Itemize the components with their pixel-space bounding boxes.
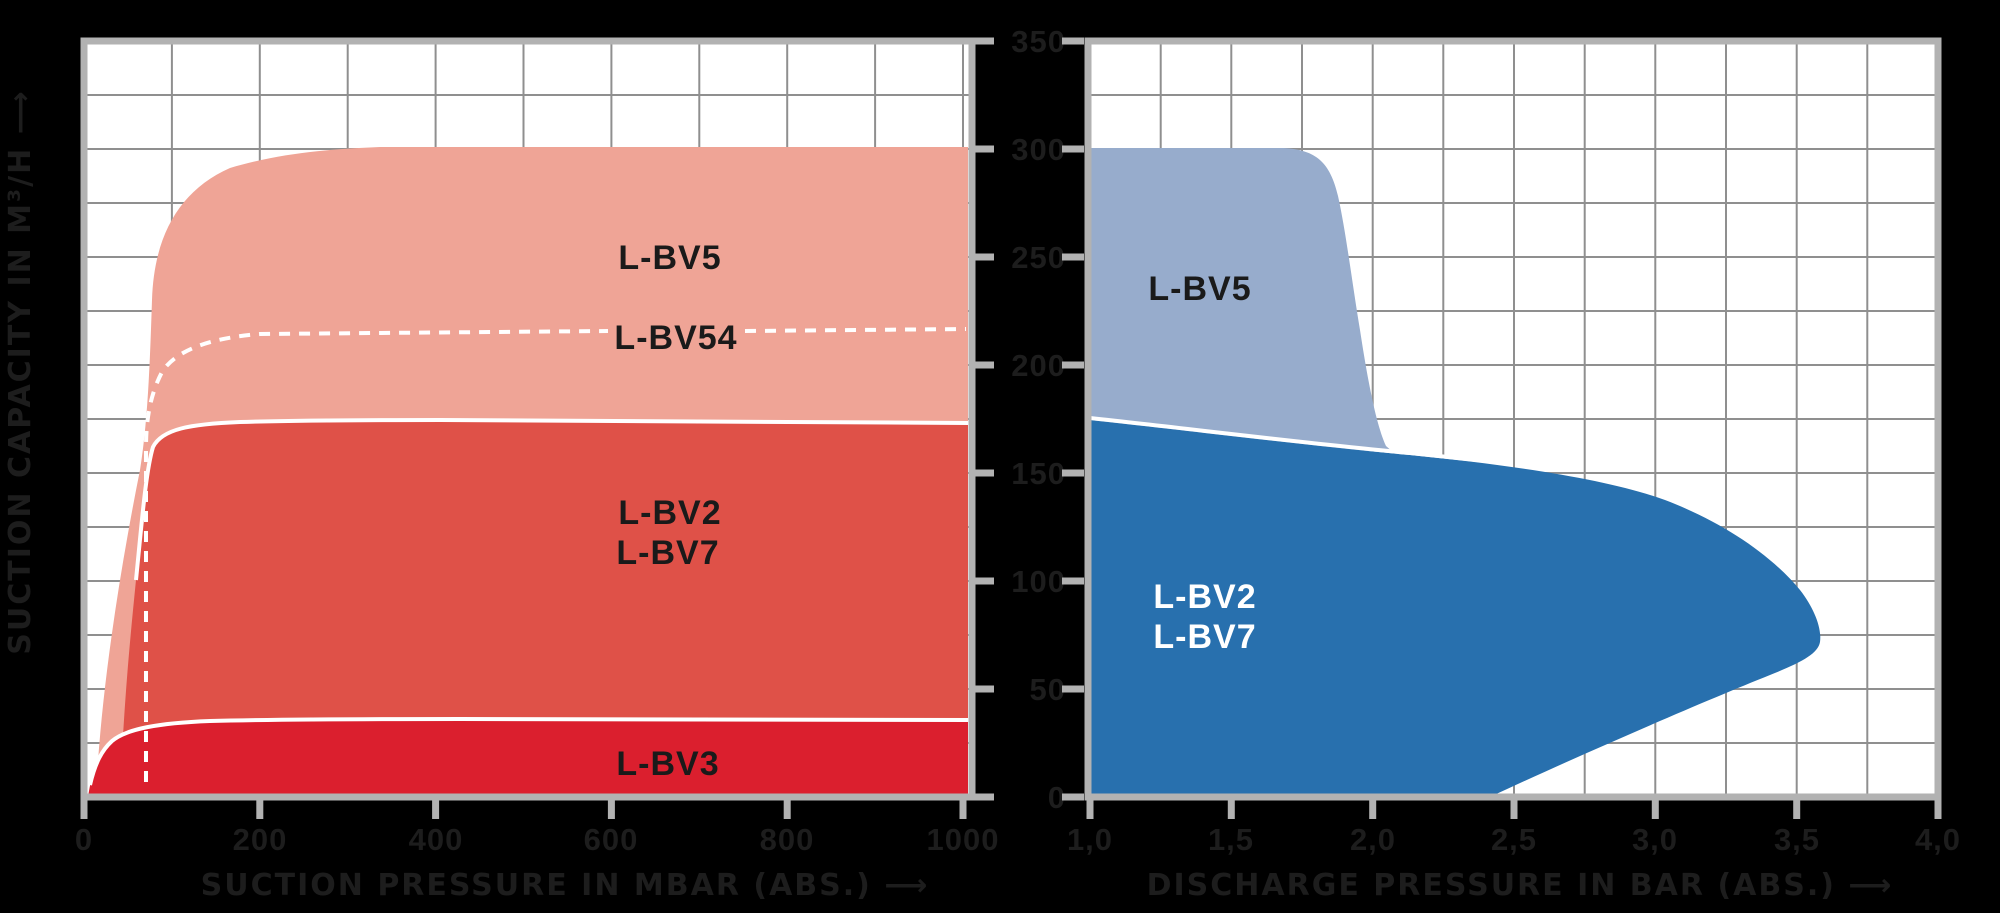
left-x-tick-labels: 0 200 400 600 800 1000 — [75, 822, 1000, 857]
left-x-ticks — [80, 797, 967, 819]
boundary-line-blue — [1089, 416, 1497, 464]
y-tick-label: 350 — [1011, 24, 1066, 59]
y-tick-labels: 350 300 250 200 150 100 50 0 — [1011, 24, 1066, 815]
left-plot-frame — [80, 37, 976, 801]
right-chart-y-ticks — [1062, 37, 1084, 801]
y-tick-label: 50 — [1030, 672, 1066, 707]
area-lbv2-lbv7-compressor — [1090, 420, 1821, 797]
label-lbv5-compressor: L-BV5 — [1148, 270, 1251, 308]
x-tick-label: 1,5 — [1208, 822, 1254, 857]
right-x-tick-labels: 1,0 1,5 2,0 2,5 3,0 3,5 4,0 — [1067, 822, 1961, 857]
y-tick-label: 300 — [1011, 132, 1066, 167]
left-x-axis-title: SUCTION PRESSURE IN MBAR (ABS.) ⟶ — [201, 868, 930, 903]
x-tick-label: 3,0 — [1632, 822, 1678, 857]
x-tick-label: 0 — [75, 822, 93, 857]
right-x-ticks — [1086, 797, 1942, 819]
x-tick-label: 1000 — [927, 822, 1000, 857]
x-tick-label: 2,5 — [1491, 822, 1537, 857]
label-lbv7-vacuum: L-BV7 — [616, 534, 719, 572]
x-tick-label: 3,5 — [1774, 822, 1820, 857]
left-chart: 0 200 400 600 800 1000 L-BV5 L-BV54 L-BV… — [75, 37, 1000, 903]
label-lbv5-vacuum: L-BV5 — [618, 239, 721, 277]
left-chart-y-ticks — [972, 37, 994, 801]
label-lbv2-vacuum: L-BV2 — [618, 494, 721, 532]
y-tick-label: 150 — [1011, 456, 1066, 491]
y-axis-title: SUCTION CAPACITY IN M³/H ⟶ — [3, 89, 38, 654]
label-lbv7-compressor: L-BV7 — [1153, 618, 1256, 656]
label-lbv2-compressor: L-BV2 — [1153, 578, 1256, 616]
x-tick-label: 200 — [233, 822, 288, 857]
boundary-line-lbv3-top — [88, 716, 969, 786]
area-lbv3-vacuum — [88, 719, 968, 797]
x-tick-label: 4,0 — [1915, 822, 1961, 857]
y-tick-label: 0 — [1048, 780, 1066, 815]
y-tick-label: 100 — [1011, 564, 1066, 599]
x-tick-label: 600 — [584, 822, 639, 857]
area-lbv5-compressor — [1090, 148, 1394, 453]
label-lbv3-vacuum: L-BV3 — [616, 745, 719, 783]
y-tick-label: 250 — [1011, 240, 1066, 275]
y-tick-label: 200 — [1011, 348, 1066, 383]
right-chart: 1,0 1,5 2,0 2,5 3,0 3,5 4,0 L-BV5 L-BV2 … — [1062, 37, 1961, 903]
x-tick-label: 1,0 — [1067, 822, 1113, 857]
right-x-axis-title: DISCHARGE PRESSURE IN BAR (ABS.) ⟶ — [1147, 868, 1894, 903]
x-tick-label: 2,0 — [1350, 822, 1396, 857]
shared-y-axis: 350 300 250 200 150 100 50 0 SUCTION CAP… — [3, 24, 1066, 815]
dashed-line-lbv54 — [144, 327, 967, 782]
x-tick-label: 800 — [760, 822, 815, 857]
label-lbv54-vacuum: L-BV54 — [614, 319, 737, 357]
area-lbv2-lbv7-vacuum — [120, 420, 968, 797]
x-tick-label: 400 — [409, 822, 464, 857]
